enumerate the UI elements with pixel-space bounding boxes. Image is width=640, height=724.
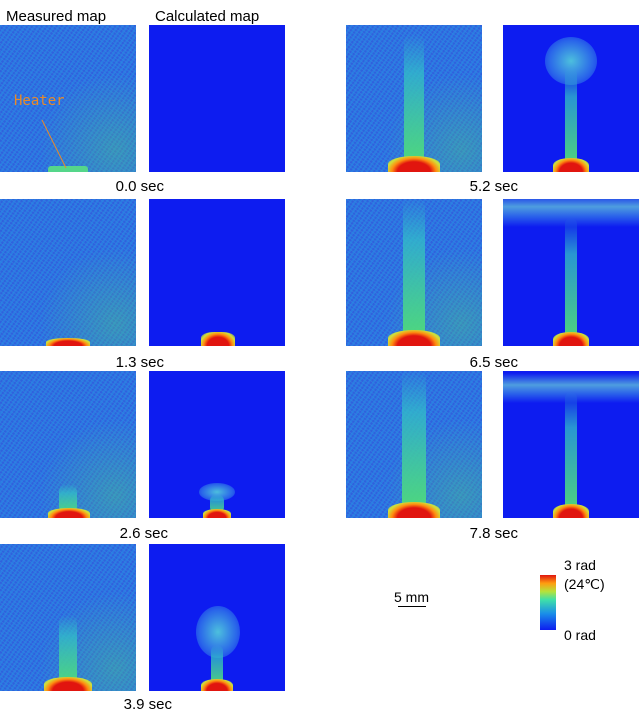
- measured-map-1-3: [0, 199, 136, 346]
- measured-map-5-2: [346, 25, 482, 172]
- scale-bar-label: 5 mm: [394, 589, 429, 605]
- heater-label: Heater: [14, 93, 65, 109]
- measured-map-0-0: [0, 25, 136, 172]
- colorbar-min-label: 0 rad: [564, 627, 596, 643]
- time-label-0-0: 0.0 sec: [115, 178, 164, 195]
- colorbar-max-note: (24℃): [564, 576, 605, 592]
- measured-map-3-9: [0, 544, 136, 691]
- scale-bar: [398, 606, 426, 607]
- time-label-2-6: 2.6 sec: [119, 525, 168, 542]
- calculated-map-0-0: [149, 25, 285, 172]
- calculated-map-header: Calculated map: [155, 8, 260, 25]
- measured-map-2-6: [0, 371, 136, 518]
- time-label-5-2: 5.2 sec: [469, 178, 518, 195]
- time-label-1-3: 1.3 sec: [115, 354, 164, 371]
- measured-map-7-8: [346, 371, 482, 518]
- colorbar: [540, 575, 556, 630]
- calculated-map-1-3: [149, 199, 285, 346]
- measured-map-6-5: [346, 199, 482, 346]
- time-label-3-9: 3.9 sec: [123, 696, 172, 713]
- time-label-7-8: 7.8 sec: [469, 525, 518, 542]
- time-label-6-5: 6.5 sec: [469, 354, 518, 371]
- colorbar-max-label: 3 rad: [564, 557, 596, 573]
- calculated-map-3-9: [149, 544, 285, 691]
- measured-map-header: Measured map: [6, 8, 107, 25]
- calculated-map-2-6: [149, 371, 285, 518]
- calculated-map-5-2: [503, 25, 639, 172]
- calculated-map-7-8: [503, 371, 639, 518]
- calculated-map-6-5: [503, 199, 639, 346]
